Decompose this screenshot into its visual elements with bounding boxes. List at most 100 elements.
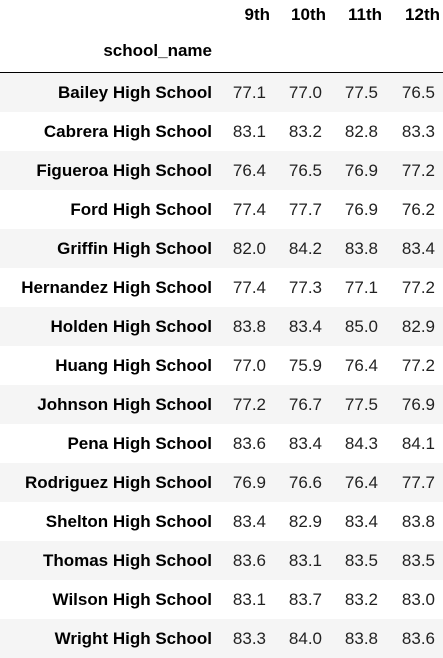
row-school-name: Huang High School — [0, 346, 217, 385]
cell-score-9th: 77.4 — [217, 190, 273, 229]
cell-score-10th: 76.6 — [273, 463, 329, 502]
row-school-name: Griffin High School — [0, 229, 217, 268]
row-school-name: Johnson High School — [0, 385, 217, 424]
cell-score-9th: 83.1 — [217, 112, 273, 151]
cell-score-10th: 83.1 — [273, 541, 329, 580]
cell-score-11th: 84.3 — [329, 424, 385, 463]
cell-score-9th: 83.8 — [217, 307, 273, 346]
cell-score-9th: 82.0 — [217, 229, 273, 268]
cell-score-11th: 77.1 — [329, 268, 385, 307]
cell-score-9th: 77.4 — [217, 268, 273, 307]
cell-score-10th: 83.4 — [273, 424, 329, 463]
index-name-row: school_name — [0, 29, 443, 73]
cell-score-11th: 77.5 — [329, 385, 385, 424]
cell-score-11th: 85.0 — [329, 307, 385, 346]
cell-score-12th: 76.5 — [385, 73, 443, 113]
column-header-11th: 11th — [329, 0, 385, 29]
cell-score-12th: 82.9 — [385, 307, 443, 346]
cell-score-9th: 76.4 — [217, 151, 273, 190]
cell-score-10th: 83.4 — [273, 307, 329, 346]
cell-score-10th: 82.9 — [273, 502, 329, 541]
row-school-name: Holden High School — [0, 307, 217, 346]
cell-score-10th: 76.5 — [273, 151, 329, 190]
header-corner — [0, 0, 217, 29]
cell-score-10th: 76.7 — [273, 385, 329, 424]
cell-score-11th: 76.9 — [329, 151, 385, 190]
cell-score-11th: 83.8 — [329, 619, 385, 658]
row-school-name: Wilson High School — [0, 580, 217, 619]
cell-score-12th: 77.2 — [385, 346, 443, 385]
row-school-name: Cabrera High School — [0, 112, 217, 151]
cell-score-11th: 77.5 — [329, 73, 385, 113]
cell-score-12th: 84.1 — [385, 424, 443, 463]
index-name-label: school_name — [0, 29, 217, 73]
column-header-10th: 10th — [273, 0, 329, 29]
cell-score-10th: 84.0 — [273, 619, 329, 658]
cell-score-11th: 83.8 — [329, 229, 385, 268]
cell-score-10th: 77.3 — [273, 268, 329, 307]
cell-score-9th: 76.9 — [217, 463, 273, 502]
cell-score-10th: 77.7 — [273, 190, 329, 229]
cell-score-12th: 83.6 — [385, 619, 443, 658]
cell-score-11th: 76.4 — [329, 463, 385, 502]
cell-score-11th: 83.2 — [329, 580, 385, 619]
cell-score-12th: 83.0 — [385, 580, 443, 619]
cell-score-12th: 83.5 — [385, 541, 443, 580]
row-school-name: Pena High School — [0, 424, 217, 463]
row-school-name: Rodriguez High School — [0, 463, 217, 502]
cell-score-12th: 76.9 — [385, 385, 443, 424]
cell-score-9th: 77.0 — [217, 346, 273, 385]
column-header-row: 9th 10th 11th 12th — [0, 0, 443, 29]
cell-score-12th: 77.7 — [385, 463, 443, 502]
cell-score-9th: 83.3 — [217, 619, 273, 658]
row-school-name: Hernandez High School — [0, 268, 217, 307]
cell-score-9th: 77.2 — [217, 385, 273, 424]
cell-score-10th: 77.0 — [273, 73, 329, 113]
column-header-9th: 9th — [217, 0, 273, 29]
cell-score-11th: 76.9 — [329, 190, 385, 229]
cell-score-12th: 83.4 — [385, 229, 443, 268]
row-school-name: Bailey High School — [0, 73, 217, 113]
cell-score-9th: 83.1 — [217, 580, 273, 619]
table-header: 9th 10th 11th 12th school_name — [0, 0, 443, 73]
row-school-name: Shelton High School — [0, 502, 217, 541]
cell-score-12th: 76.2 — [385, 190, 443, 229]
cell-score-12th: 83.8 — [385, 502, 443, 541]
cell-score-9th: 83.6 — [217, 424, 273, 463]
column-header-12th: 12th — [385, 0, 443, 29]
cell-score-12th: 77.2 — [385, 268, 443, 307]
cell-score-11th: 82.8 — [329, 112, 385, 151]
cell-score-10th: 83.2 — [273, 112, 329, 151]
cell-score-10th: 84.2 — [273, 229, 329, 268]
cell-score-9th: 83.4 — [217, 502, 273, 541]
cell-score-10th: 75.9 — [273, 346, 329, 385]
cell-score-11th: 83.5 — [329, 541, 385, 580]
row-school-name: Wright High School — [0, 619, 217, 658]
row-school-name: Figueroa High School — [0, 151, 217, 190]
cell-score-12th: 83.3 — [385, 112, 443, 151]
cell-score-11th: 76.4 — [329, 346, 385, 385]
cell-score-11th: 83.4 — [329, 502, 385, 541]
cell-score-9th: 77.1 — [217, 73, 273, 113]
row-school-name: Ford High School — [0, 190, 217, 229]
cell-score-10th: 83.7 — [273, 580, 329, 619]
cell-score-9th: 83.6 — [217, 541, 273, 580]
cell-score-12th: 77.2 — [385, 151, 443, 190]
row-school-name: Thomas High School — [0, 541, 217, 580]
